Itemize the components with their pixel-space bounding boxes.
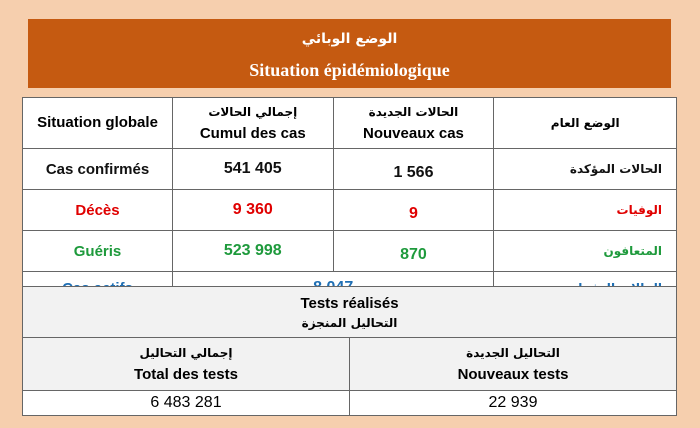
header-cumul: إجمالي الحالات Cumul des cas bbox=[172, 97, 334, 149]
header-situation-arabic: الوضع العام bbox=[493, 97, 677, 149]
cases-table: Situation globale إجمالي الحالات Cumul d… bbox=[22, 97, 677, 305]
tests-total-value: 6 483 281 bbox=[22, 390, 350, 416]
recovered-label-ar: المتعافون bbox=[493, 230, 677, 272]
tests-total-arabic: إجمالي التحاليل bbox=[139, 345, 233, 360]
deaths-label-ar: الوفيات bbox=[493, 189, 677, 231]
header-title-french: Situation épidémiologique bbox=[249, 60, 450, 80]
confirmed-nouveaux: 1 566 bbox=[332, 148, 495, 190]
tests-title-row: Tests réalisés التحاليل المنجزة bbox=[22, 286, 677, 338]
deaths-cumul: 9 360 bbox=[172, 189, 334, 231]
recovered-cumul: 523 998 bbox=[172, 230, 334, 272]
tests-new-french: Nouveaux tests bbox=[457, 365, 569, 383]
tests-title-arabic: التحاليل المنجزة bbox=[301, 315, 398, 330]
tests-new-header: التحاليل الجديدة Nouveaux tests bbox=[349, 337, 677, 391]
tests-new-value: 22 939 bbox=[349, 390, 677, 416]
header-nouveaux-arabic: الحالات الجديدة bbox=[368, 105, 459, 119]
recovered-nouveaux: 870 bbox=[332, 230, 495, 272]
confirmed-label-ar: الحالات المؤكدة bbox=[493, 148, 677, 190]
header-cumul-arabic: إجمالي الحالات bbox=[208, 105, 298, 119]
confirmed-label-fr: Cas confirmés bbox=[22, 148, 173, 190]
header-situation-globale: Situation globale bbox=[22, 97, 173, 149]
header-nouveaux-french: Nouveaux cas bbox=[363, 125, 464, 142]
page-header: الوضع الوبائي Situation épidémiologique bbox=[28, 19, 671, 88]
tests-total-french: Total des tests bbox=[134, 365, 238, 383]
tests-values-row: 6 483 281 22 939 bbox=[22, 390, 677, 416]
cases-table-header-row: Situation globale إجمالي الحالات Cumul d… bbox=[22, 97, 677, 149]
header-title-arabic: الوضع الوبائي bbox=[301, 31, 398, 47]
tests-total-header: إجمالي التحاليل Total des tests bbox=[22, 337, 350, 391]
tests-header-row: إجمالي التحاليل Total des tests التحاليل… bbox=[22, 337, 677, 391]
tests-new-arabic: التحاليل الجديدة bbox=[466, 345, 560, 360]
tests-title-french: Tests réalisés bbox=[300, 294, 399, 312]
header-cumul-french: Cumul des cas bbox=[199, 125, 306, 142]
confirmed-cumul: 541 405 bbox=[172, 148, 334, 190]
deaths-nouveaux: 9 bbox=[332, 189, 495, 231]
tests-title: Tests réalisés التحاليل المنجزة bbox=[22, 286, 677, 338]
deaths-label-fr: Décès bbox=[22, 189, 173, 231]
header-situation-arabic-text: الوضع العام bbox=[550, 116, 620, 130]
tests-table: Tests réalisés التحاليل المنجزة إجمالي ا… bbox=[22, 286, 677, 416]
header-nouveaux: الحالات الجديدة Nouveaux cas bbox=[332, 97, 495, 149]
recovered-label-fr: Guéris bbox=[22, 230, 173, 272]
table-row-deaths: Décès 9 360 9 الوفيات bbox=[22, 189, 677, 231]
table-row-recovered: Guéris 523 998 870 المتعافون bbox=[22, 230, 677, 272]
table-row-confirmed: Cas confirmés 541 405 1 566 الحالات المؤ… bbox=[22, 148, 677, 190]
